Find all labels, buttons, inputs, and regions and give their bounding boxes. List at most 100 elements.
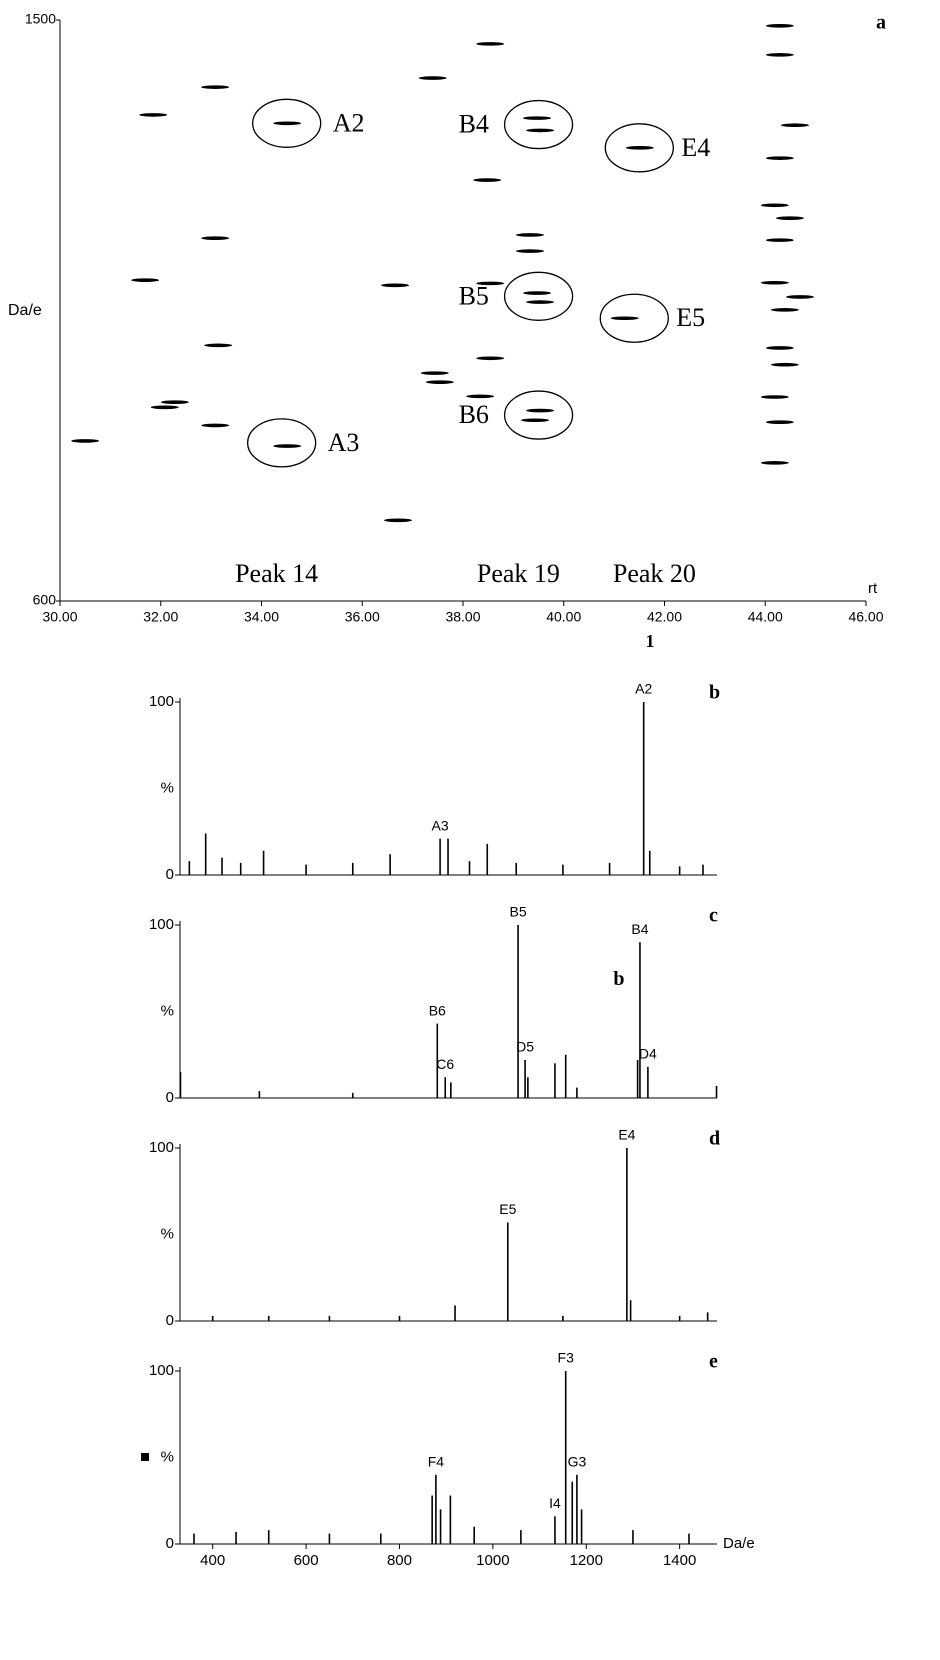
- annotation: A2: [333, 108, 365, 137]
- y-tick-label: 1500: [25, 11, 56, 27]
- spot: [384, 518, 413, 523]
- spot: [204, 343, 233, 348]
- peak-label: E4: [618, 1127, 635, 1143]
- circle-marker: [599, 293, 669, 343]
- panel-letter: d: [709, 1128, 720, 1150]
- y-tick-label: 0: [166, 1535, 174, 1552]
- panel-letter: a: [876, 12, 886, 34]
- y-tick-label: 0: [166, 1312, 174, 1329]
- spot: [770, 308, 799, 312]
- spot: [765, 346, 794, 350]
- spot: [765, 24, 794, 28]
- annotation: B6: [459, 400, 489, 429]
- spot: [786, 295, 815, 299]
- spot: [466, 394, 495, 399]
- peak-label: D5: [516, 1039, 534, 1055]
- y-axis-label: %: [161, 1448, 174, 1465]
- peak-label: D4: [639, 1046, 657, 1062]
- peak-label: F4: [428, 1454, 445, 1470]
- x-tick-label: 1200: [570, 1552, 603, 1569]
- annotation: E4: [681, 133, 710, 162]
- spot: [420, 371, 449, 375]
- spot: [273, 121, 302, 126]
- y-axis-label: Da/e: [8, 302, 42, 319]
- x-tick-label: 34.00: [244, 609, 279, 625]
- spot: [526, 408, 555, 413]
- spot: [201, 85, 230, 89]
- panel-letter: e: [709, 1351, 718, 1373]
- circle-marker: [503, 271, 574, 321]
- spot: [476, 281, 505, 286]
- y-tick-label: 600: [33, 592, 57, 608]
- spot: [418, 76, 447, 80]
- circle-marker: [604, 123, 674, 173]
- x-tick-label: 800: [387, 1552, 412, 1569]
- spot: [425, 380, 454, 384]
- spot: [521, 418, 550, 423]
- spot: [760, 395, 789, 399]
- spot: [273, 444, 302, 448]
- x-tick-label: 46.00: [848, 609, 883, 625]
- x-axis-label: rt: [868, 580, 878, 597]
- annotation: B4: [459, 110, 489, 139]
- peak-label: Peak 14: [235, 559, 318, 588]
- x-axis-label: Da/e: [723, 1535, 755, 1552]
- spot: [610, 316, 639, 321]
- spot: [780, 123, 809, 128]
- spot: [625, 146, 654, 150]
- spot: [526, 300, 555, 304]
- annotation: B5: [459, 281, 489, 310]
- circle-marker: [503, 99, 574, 150]
- spot: [201, 423, 230, 428]
- spot: [150, 405, 179, 410]
- peak-label: G3: [568, 1454, 587, 1470]
- spot: [760, 461, 789, 465]
- spot: [476, 356, 505, 361]
- panel-letter: c: [709, 905, 718, 927]
- spot: [526, 128, 555, 133]
- spot: [760, 203, 789, 208]
- spot: [765, 53, 794, 57]
- spot: [760, 280, 789, 285]
- peak-label: F3: [558, 1350, 575, 1366]
- peak-label: B5: [510, 904, 527, 920]
- annotation: b: [613, 968, 624, 990]
- annotation: A3: [328, 428, 360, 457]
- spot: [523, 116, 552, 120]
- x-tick-label: 1000: [476, 1552, 509, 1569]
- peak-label: Peak 19: [477, 559, 560, 588]
- y-tick-label: 100: [149, 916, 174, 933]
- spot: [131, 278, 160, 282]
- x-tick-label: 32.00: [143, 609, 178, 625]
- peak-label: C6: [436, 1056, 454, 1072]
- peak-label: E5: [499, 1201, 516, 1217]
- peak-label: Peak 20: [613, 559, 696, 588]
- annotation: E5: [676, 303, 705, 332]
- y-tick-label: 0: [166, 866, 174, 883]
- circle-marker: [503, 390, 574, 440]
- spot: [770, 362, 799, 367]
- y-axis-label: %: [161, 1002, 174, 1019]
- peak-label: B6: [429, 1002, 446, 1018]
- spot: [515, 233, 544, 237]
- peak-label: A3: [432, 817, 449, 833]
- caption: 1: [646, 631, 655, 651]
- spot: [201, 236, 230, 240]
- x-tick-label: 40.00: [546, 609, 581, 625]
- x-tick-label: 38.00: [445, 609, 480, 625]
- spot: [765, 420, 794, 424]
- y-axis-label: %: [161, 1225, 174, 1242]
- y-tick-label: 0: [166, 1089, 174, 1106]
- panel-letter: b: [709, 682, 720, 704]
- spot: [515, 249, 544, 253]
- spot: [473, 178, 502, 182]
- spot: [139, 113, 168, 117]
- x-tick-label: 42.00: [647, 609, 682, 625]
- y-tick-label: 100: [149, 1362, 174, 1379]
- x-tick-label: 400: [200, 1552, 225, 1569]
- spot: [476, 42, 505, 46]
- spot: [765, 238, 794, 242]
- y-tick-label: 100: [149, 1139, 174, 1156]
- spot: [765, 156, 794, 160]
